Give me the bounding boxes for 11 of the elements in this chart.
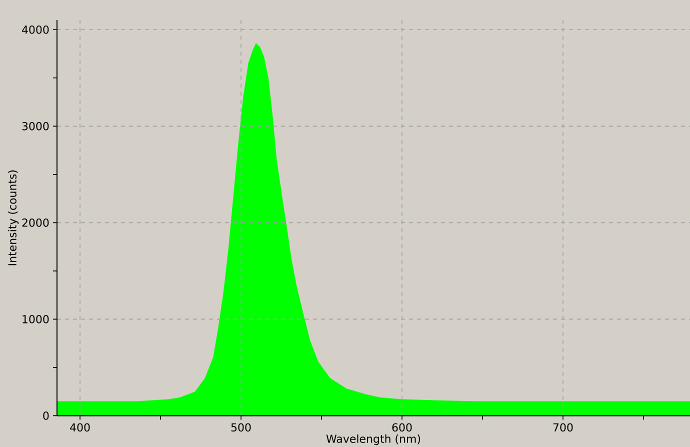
x-tick-label: 400 [70, 423, 90, 432]
y-tick-label: 4000 [22, 25, 49, 34]
y-tick-label: 3000 [22, 122, 49, 130]
y-tick-label: 1000 [22, 315, 49, 324]
x-axis-title: Wavelength (nm) [326, 434, 420, 446]
x-tick-label: 500 [231, 423, 251, 432]
x-tick-label: 600 [392, 423, 412, 432]
x-tick-label: 700 [553, 423, 573, 432]
y-axis-title: Intensity (counts) [8, 170, 19, 266]
y-tick-label: 2000 [22, 218, 49, 227]
y-tick-label: 0 [43, 412, 49, 420]
